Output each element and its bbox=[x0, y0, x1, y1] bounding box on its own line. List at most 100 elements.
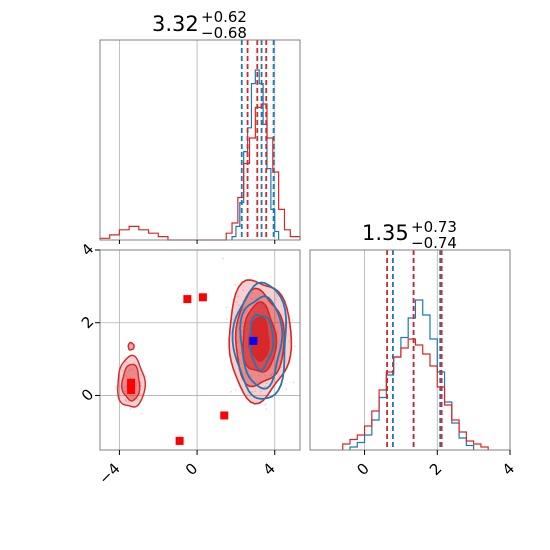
scatter-sample bbox=[125, 375, 128, 377]
x-tick-label: −4 bbox=[95, 460, 123, 488]
scatter-sample bbox=[130, 395, 133, 398]
bottom-left-markers bbox=[127, 293, 258, 445]
scatter-sample bbox=[264, 403, 267, 406]
axis-ticks: −4 0 4 0 2 4 0 2 4 bbox=[78, 240, 518, 488]
panel-top-left: 3.32 +0.62 −0.68 bbox=[99, 8, 301, 241]
blue-contour-level bbox=[231, 281, 288, 400]
scatter-sample bbox=[250, 375, 253, 377]
histogram-step-red bbox=[99, 103, 301, 241]
red-contour-level bbox=[247, 316, 270, 362]
scatter-sample bbox=[121, 370, 124, 372]
histogram-step-red bbox=[342, 338, 489, 450]
scatter-sample bbox=[263, 374, 266, 377]
scatter-sample bbox=[234, 283, 237, 286]
x-tick-label: 0 bbox=[182, 460, 201, 479]
scatter-sample bbox=[255, 380, 257, 383]
y-tick-label: 0 bbox=[78, 385, 97, 404]
bottom-right-histograms bbox=[342, 250, 489, 450]
scatter-sample bbox=[251, 391, 253, 393]
scatter-sample bbox=[266, 300, 269, 303]
scatter-sample bbox=[235, 301, 238, 303]
red-square-marker bbox=[127, 378, 136, 387]
scatter-sample bbox=[129, 408, 132, 411]
scatter-sample bbox=[293, 345, 296, 348]
scatter-sample bbox=[140, 384, 143, 387]
scatter-sample bbox=[257, 374, 260, 377]
red-contour-island bbox=[127, 341, 135, 351]
scatter-sample bbox=[133, 361, 135, 364]
scatter-sample bbox=[277, 321, 279, 324]
bottom-left-axes-frame bbox=[99, 249, 301, 451]
scatter-sample bbox=[124, 390, 126, 392]
scatter-sample bbox=[265, 382, 268, 385]
blue-square-marker bbox=[249, 336, 258, 345]
scatter-sample bbox=[137, 398, 139, 401]
scatter-sample bbox=[254, 390, 257, 393]
scatter-sample bbox=[237, 304, 240, 307]
scatter-sample bbox=[242, 325, 244, 328]
scatter-sample bbox=[275, 298, 277, 301]
scatter-sample bbox=[125, 400, 127, 403]
scatter-sample bbox=[235, 388, 237, 391]
histogram-step-blue bbox=[349, 299, 475, 450]
scatter-sample bbox=[259, 390, 262, 393]
scatter-sample bbox=[128, 369, 131, 372]
scatter-sample bbox=[273, 309, 276, 312]
scatter-sample bbox=[124, 356, 126, 359]
scatter-sample bbox=[241, 322, 244, 325]
scatter-sample bbox=[291, 319, 294, 322]
scatter-sample bbox=[226, 318, 229, 321]
bottom-right-title-upper: +0.73 bbox=[411, 218, 457, 236]
scatter-sample bbox=[264, 385, 267, 388]
scatter-sample bbox=[139, 373, 142, 376]
scatter-sample bbox=[292, 381, 295, 384]
red-square-marker bbox=[127, 386, 136, 394]
scatter-sample bbox=[130, 368, 133, 371]
scatter-sample bbox=[278, 375, 281, 378]
scatter-sample bbox=[247, 368, 249, 371]
x-tick-label: 4 bbox=[499, 460, 518, 479]
scatter-sample bbox=[245, 310, 248, 312]
top-left-title-upper: +0.62 bbox=[201, 8, 247, 26]
y-tick-label: 4 bbox=[78, 240, 97, 259]
y-tick-label: 2 bbox=[78, 313, 97, 332]
bottom-right-axes-frame bbox=[309, 249, 511, 451]
scatter-sample bbox=[250, 291, 253, 294]
scatter-sample bbox=[135, 382, 138, 385]
scatter-sample bbox=[276, 295, 279, 298]
histogram-step-blue bbox=[231, 69, 280, 240]
scatter-sample bbox=[145, 375, 148, 378]
scatter-sample bbox=[124, 386, 127, 389]
scatter-sample bbox=[237, 295, 240, 298]
scatter-sample bbox=[114, 385, 117, 388]
panel-bottom-left bbox=[99, 249, 301, 451]
top-left-title-lower: −0.68 bbox=[201, 24, 247, 42]
scatter-sample bbox=[250, 297, 253, 300]
scatter-sample bbox=[270, 373, 273, 376]
scatter-sample bbox=[288, 340, 291, 343]
scatter-sample bbox=[241, 299, 244, 302]
scatter-sample bbox=[130, 393, 133, 396]
scatter-sample bbox=[135, 384, 138, 387]
scatter-sample bbox=[239, 352, 242, 354]
x-tick-label: 2 bbox=[426, 460, 445, 479]
scatter-sample bbox=[125, 384, 128, 387]
scatter-sample bbox=[230, 390, 232, 393]
scatter-sample bbox=[127, 400, 130, 403]
scatter-sample bbox=[140, 412, 143, 415]
bottom-right-title-value: 1.35 bbox=[362, 221, 409, 245]
scatter-sample bbox=[276, 330, 279, 333]
red-square-marker bbox=[220, 411, 229, 420]
scatter-sample bbox=[222, 257, 224, 260]
red-square-marker bbox=[198, 293, 207, 302]
scatter-sample bbox=[242, 289, 244, 292]
top-left-title-value: 3.32 bbox=[152, 12, 199, 36]
scatter-sample bbox=[285, 388, 288, 391]
blue-contour-level bbox=[239, 295, 284, 390]
red-square-marker bbox=[175, 436, 184, 445]
scatter-sample bbox=[276, 332, 279, 335]
panel-bottom-right: 1.35 +0.73 −0.74 bbox=[309, 218, 511, 451]
scatter-sample bbox=[237, 327, 240, 330]
top-left-axes-frame bbox=[99, 39, 301, 241]
